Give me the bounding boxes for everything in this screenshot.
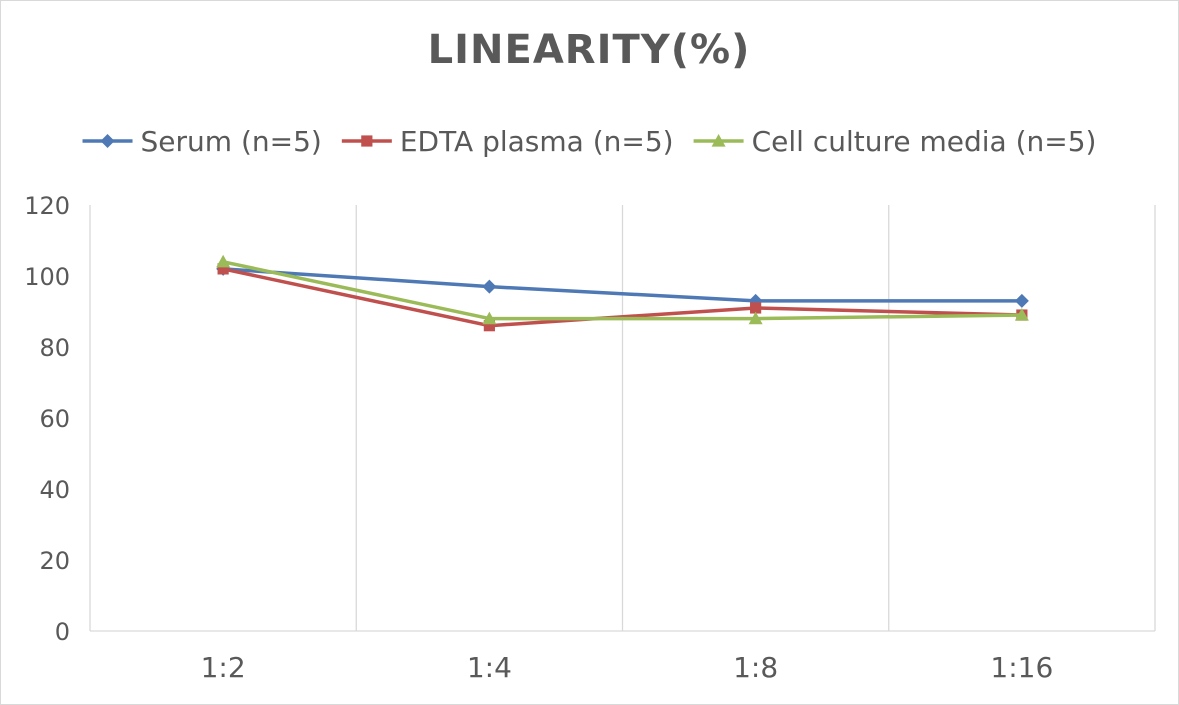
series-line <box>223 267 1022 303</box>
data-point-diamond <box>100 134 115 148</box>
legend: Serum (n=5) EDTA plasma (n=5) Cell culture… <box>82 125 1097 158</box>
data-point-triangle <box>216 254 231 268</box>
data-point-square <box>217 263 229 275</box>
series-line <box>222 260 1022 321</box>
y-tick-label: 40 <box>39 476 70 504</box>
grid <box>89 205 1156 632</box>
series-line <box>222 267 1022 328</box>
legend-item: Cell culture media (n=5) <box>693 125 1097 158</box>
x-axis: 1:2 1:4 1:8 1:16 <box>201 651 1054 684</box>
y-tick-label: 0 <box>55 618 70 646</box>
legend-label: Serum (n=5) <box>141 125 322 158</box>
data-point-square <box>483 320 495 332</box>
x-tick-label: 1:8 <box>733 651 778 684</box>
x-tick-label: 1:2 <box>201 651 246 684</box>
series-triangle <box>216 254 1029 325</box>
data-point-triangle <box>482 311 497 325</box>
y-axis: 0 20 40 60 80 100 120 <box>24 192 70 646</box>
data-point-square <box>361 135 373 147</box>
x-tick-label: 1:16 <box>990 651 1053 684</box>
data-point-triangle <box>748 311 763 325</box>
data-point-triangle <box>711 134 726 147</box>
legend-label: EDTA plasma (n=5) <box>400 125 674 158</box>
data-point-triangle <box>1014 308 1029 321</box>
y-tick-label: 20 <box>39 547 70 575</box>
data-point-diamond <box>482 279 497 294</box>
y-tick-label: 100 <box>24 263 70 291</box>
legend-item: Serum (n=5) <box>82 125 322 158</box>
y-tick-label: 60 <box>39 405 70 433</box>
legend-item: EDTA plasma (n=5) <box>341 125 674 158</box>
chart-title: LINEARITY(%) <box>428 27 751 73</box>
x-tick-label: 1:4 <box>467 651 512 684</box>
series-group <box>216 254 1029 332</box>
y-tick-label: 80 <box>39 334 70 362</box>
legend-label: Cell culture media (n=5) <box>752 125 1097 158</box>
data-point-diamond <box>1014 293 1029 308</box>
data-point-square <box>750 302 762 314</box>
y-tick-label: 120 <box>24 192 70 220</box>
